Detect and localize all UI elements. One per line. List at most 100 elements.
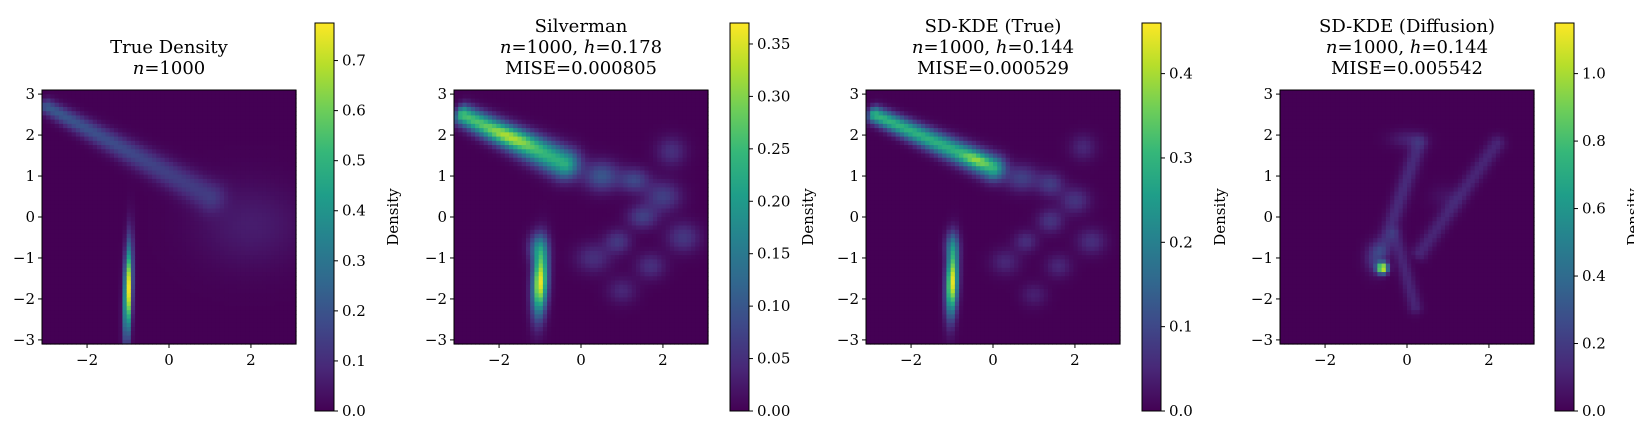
heatmap-cell bbox=[58, 217, 64, 222]
heatmap-cell bbox=[169, 170, 174, 176]
heatmap-cell bbox=[542, 145, 548, 150]
heatmap-cell bbox=[58, 149, 64, 155]
heatmap-cell bbox=[236, 90, 242, 95]
heatmap-cell bbox=[483, 102, 489, 108]
heatmap-cell bbox=[542, 174, 548, 180]
heatmap-cell bbox=[101, 310, 107, 315]
heatmap-cell bbox=[504, 272, 510, 277]
heatmap-cell bbox=[207, 161, 212, 167]
heatmap-cell bbox=[101, 259, 107, 265]
heatmap-cell bbox=[466, 238, 472, 243]
heatmap-cell bbox=[219, 98, 225, 104]
heatmap-cell bbox=[109, 246, 115, 252]
heatmap-cell bbox=[139, 284, 145, 290]
heatmap-cell bbox=[496, 119, 502, 125]
heatmap-cell bbox=[190, 123, 195, 129]
heatmap-cell bbox=[156, 327, 162, 332]
heatmap-cell bbox=[274, 170, 280, 176]
heatmap-cell bbox=[211, 123, 217, 129]
heatmap-cell bbox=[462, 153, 468, 159]
heatmap-cell bbox=[215, 153, 221, 159]
heatmap-cell bbox=[169, 140, 174, 146]
heatmap-cell bbox=[75, 242, 81, 248]
heatmap-cell bbox=[245, 119, 251, 125]
heatmap-cell bbox=[253, 305, 259, 311]
heatmap-cell bbox=[130, 174, 136, 180]
heatmap-cell bbox=[160, 267, 166, 273]
heatmap-cell bbox=[173, 276, 179, 282]
heatmap-cell bbox=[483, 259, 489, 265]
heatmap-cell bbox=[291, 217, 297, 222]
heatmap-cell bbox=[181, 301, 187, 307]
heatmap-cell bbox=[97, 255, 102, 260]
heatmap-cell bbox=[190, 140, 195, 146]
heatmap-cell bbox=[245, 145, 251, 150]
heatmap-cell bbox=[88, 331, 94, 337]
heatmap-cell bbox=[462, 305, 468, 311]
heatmap-cell bbox=[202, 246, 208, 252]
heatmap-cell bbox=[458, 119, 464, 125]
heatmap-cell bbox=[458, 208, 464, 214]
heatmap-cell bbox=[283, 310, 289, 315]
heatmap-cell bbox=[42, 280, 47, 286]
heatmap-cell bbox=[71, 208, 77, 214]
heatmap-cell bbox=[262, 259, 267, 265]
heatmap-cell bbox=[101, 331, 107, 337]
heatmap-cell bbox=[530, 200, 536, 205]
heatmap-cell bbox=[75, 276, 81, 282]
heatmap-cell bbox=[266, 132, 272, 138]
heatmap-cell bbox=[253, 331, 259, 337]
heatmap-cell bbox=[538, 115, 544, 121]
heatmap-cell bbox=[249, 212, 255, 218]
heatmap-cell bbox=[215, 293, 221, 299]
heatmap-cell bbox=[135, 322, 140, 328]
heatmap-cell bbox=[152, 267, 157, 273]
heatmap-cell bbox=[232, 119, 238, 125]
heatmap-cell bbox=[84, 288, 90, 294]
heatmap-cell bbox=[198, 263, 204, 269]
heatmap-cell bbox=[475, 217, 480, 222]
heatmap-cell bbox=[224, 98, 229, 104]
heatmap-cell bbox=[219, 242, 225, 248]
heatmap-cell bbox=[113, 238, 119, 243]
heatmap-cell bbox=[42, 327, 47, 332]
heatmap-cell bbox=[228, 259, 234, 265]
heatmap-cell bbox=[147, 284, 153, 290]
heatmap-cell bbox=[109, 259, 115, 265]
heatmap-cell bbox=[139, 161, 145, 167]
heatmap-cell bbox=[232, 322, 238, 328]
heatmap-cell bbox=[266, 293, 272, 299]
heatmap-cell bbox=[46, 174, 52, 180]
heatmap-cell bbox=[198, 191, 204, 197]
heatmap-cell bbox=[287, 288, 293, 294]
heatmap-cell bbox=[215, 331, 221, 337]
heatmap-cell bbox=[262, 132, 267, 138]
heatmap-cell bbox=[54, 208, 60, 214]
heatmap-cell bbox=[147, 115, 153, 121]
heatmap-cell bbox=[458, 178, 464, 184]
heatmap-cell bbox=[46, 305, 52, 311]
heatmap-cell bbox=[525, 335, 531, 341]
heatmap-cell bbox=[101, 128, 107, 133]
heatmap-cell bbox=[521, 149, 527, 155]
heatmap-cell bbox=[496, 170, 502, 176]
heatmap-cell bbox=[92, 200, 98, 205]
heatmap-cell bbox=[236, 102, 242, 108]
heatmap-cell bbox=[143, 102, 149, 108]
heatmap-cell bbox=[287, 149, 293, 155]
heatmap-cell bbox=[521, 233, 527, 239]
heatmap-cell bbox=[475, 339, 480, 345]
heatmap-cell bbox=[458, 263, 464, 269]
heatmap-cell bbox=[509, 314, 514, 320]
heatmap-cell bbox=[67, 149, 73, 155]
heatmap-cell bbox=[122, 255, 128, 260]
heatmap-cell bbox=[542, 195, 548, 201]
heatmap-cell bbox=[492, 94, 497, 100]
heatmap-cell bbox=[245, 233, 251, 239]
heatmap-cell bbox=[173, 128, 179, 133]
heatmap-cell bbox=[46, 217, 52, 222]
heatmap-cell bbox=[266, 280, 272, 286]
heatmap-cell bbox=[279, 246, 284, 252]
heatmap-cell bbox=[160, 149, 166, 155]
heatmap-cell bbox=[156, 293, 162, 299]
